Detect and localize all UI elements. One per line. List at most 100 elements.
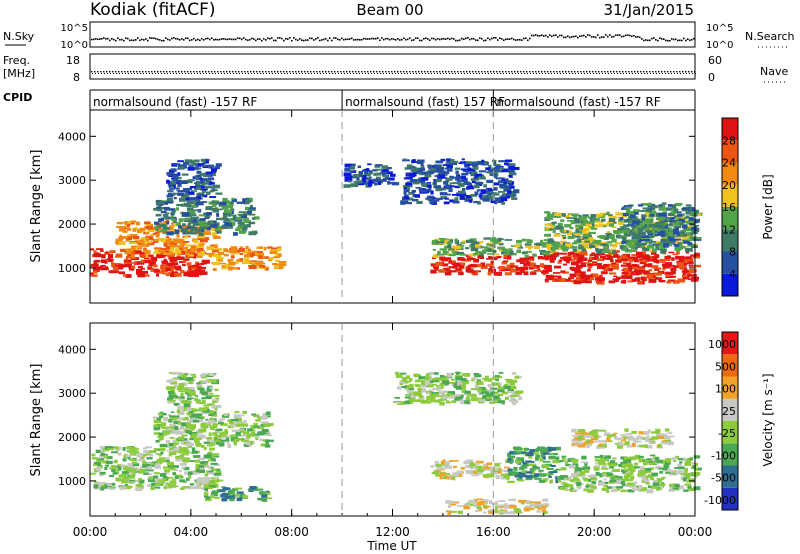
power-speck	[250, 252, 255, 257]
power-speck	[128, 222, 135, 225]
power-speck	[657, 216, 666, 220]
power-speck	[155, 213, 162, 217]
velocity-speck	[415, 384, 421, 388]
power-speck	[661, 263, 670, 267]
velocity-speck	[190, 434, 197, 439]
velocity-speck	[492, 395, 500, 400]
nave-point	[635, 73, 636, 74]
power-speck	[555, 225, 563, 230]
power-speck	[665, 275, 674, 279]
velocity-speck	[228, 496, 236, 499]
nsky-point	[155, 37, 157, 40]
power-speck	[460, 242, 466, 244]
power-speck	[245, 206, 250, 211]
velocity-speck	[201, 399, 206, 404]
power-speck	[130, 262, 137, 264]
freq-point	[646, 71, 648, 73]
power-speck	[634, 235, 642, 240]
power-speck	[162, 261, 168, 265]
power-speck	[639, 239, 645, 242]
velocity-speck	[482, 395, 488, 399]
power-speck	[603, 247, 610, 251]
nsky-point	[445, 38, 447, 40]
freq-point	[502, 71, 504, 73]
velocity-speck	[102, 448, 110, 452]
velocity-speck	[177, 450, 184, 454]
power-speck	[473, 258, 480, 263]
power-speck	[173, 174, 177, 178]
nave-point	[677, 73, 678, 74]
power-speck	[456, 173, 460, 176]
nsky-point	[329, 37, 331, 39]
nave-point	[329, 73, 330, 74]
freq-point	[493, 71, 495, 73]
power-speck	[449, 182, 457, 185]
power-speck	[647, 202, 652, 206]
velocity-speck	[446, 393, 453, 397]
velocity-speck	[179, 487, 185, 490]
power-speck	[620, 280, 625, 284]
nsky-point	[285, 38, 287, 40]
power-speck	[178, 225, 183, 229]
nsky-point	[183, 39, 185, 41]
velocity-speck	[203, 421, 209, 426]
nsky-point	[281, 37, 283, 40]
power-speck	[663, 243, 669, 248]
power-speck	[543, 239, 549, 242]
power-speck	[223, 248, 229, 252]
velocity-speck	[511, 455, 516, 459]
power-speck	[214, 200, 219, 203]
power-speck	[483, 161, 488, 165]
power-speck	[191, 273, 199, 278]
power-speck	[469, 238, 477, 241]
power-speck	[162, 214, 169, 217]
velocity-speck	[615, 476, 623, 479]
power-speck	[654, 231, 661, 234]
nsky-point	[447, 37, 449, 40]
power-speck	[170, 185, 174, 189]
nave-point	[533, 73, 534, 74]
power-speck	[268, 257, 274, 260]
power-speck	[459, 253, 467, 256]
power-speck	[464, 164, 471, 167]
freq-point	[598, 71, 600, 73]
power-speck	[594, 224, 598, 228]
velocity-speck	[518, 479, 525, 482]
nsky-point	[411, 39, 413, 42]
power-speck	[197, 237, 204, 241]
power-speck	[382, 175, 389, 178]
power-speck	[198, 172, 204, 176]
freq-trace	[91, 71, 696, 74]
power-speck	[279, 263, 287, 267]
power-speck	[638, 243, 645, 246]
velocity-speck	[425, 391, 431, 395]
power-speck	[125, 258, 129, 261]
power-speck	[505, 193, 511, 196]
velocity-speck	[393, 401, 397, 403]
power-speck	[276, 264, 284, 269]
velocity-speck	[215, 428, 219, 431]
station-title: Kodiak (fitACF)	[90, 0, 216, 20]
freq-point	[652, 71, 654, 73]
power-speck	[137, 265, 143, 269]
power-speck	[411, 199, 419, 202]
nave-point	[302, 73, 303, 74]
power-speck	[567, 252, 572, 257]
velocity-speck	[150, 462, 155, 465]
velocity-speck	[135, 480, 139, 483]
velocity-speck	[465, 465, 471, 468]
power-speck	[433, 199, 440, 202]
power-speck	[343, 184, 351, 188]
nsky-point	[633, 34, 635, 37]
velocity-speck	[146, 469, 154, 472]
nsky-point	[431, 37, 433, 40]
nsky-point	[673, 38, 675, 41]
velocity-speck	[95, 481, 101, 485]
power-speck	[546, 241, 553, 245]
nave-point	[272, 73, 273, 74]
power-speck	[443, 181, 449, 185]
nave-point	[560, 73, 561, 74]
power-speck	[452, 251, 460, 254]
power-speck	[199, 269, 206, 272]
power-speck	[546, 264, 552, 269]
